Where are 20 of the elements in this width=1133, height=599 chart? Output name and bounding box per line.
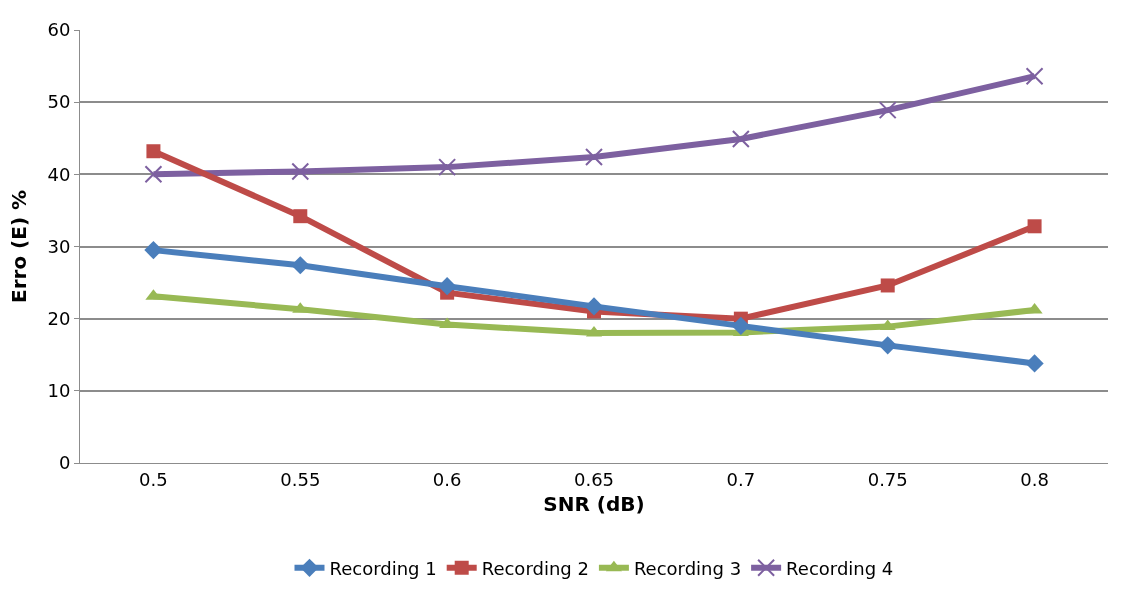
x-tick-label: 0.65 xyxy=(573,468,615,490)
y-tick-label: 20 xyxy=(47,307,71,329)
legend-label: Recording 1 xyxy=(329,557,437,579)
x-tick-label: 0.7 xyxy=(726,468,756,490)
x-tick-label: 0.55 xyxy=(280,468,321,490)
y-tick-label: 0 xyxy=(58,452,71,474)
x-tick-label: 0.5 xyxy=(139,468,168,490)
x-axis-title: SNR (dB) xyxy=(543,492,645,517)
y-tick-label: 40 xyxy=(47,163,71,185)
y-tick-label: 10 xyxy=(47,380,71,402)
y-tick-label: 30 xyxy=(47,235,71,257)
legend-label: Recording 4 xyxy=(786,557,894,579)
x-tick-label: 0.75 xyxy=(867,468,908,490)
legend-label: Recording 2 xyxy=(481,557,589,579)
y-tick-label: 60 xyxy=(47,19,71,41)
x-tick-label: 0.8 xyxy=(1020,468,1049,490)
y-tick-label: 50 xyxy=(47,91,71,113)
y-axis-title: Erro (E) % xyxy=(6,189,31,304)
x-tick-label: 0.6 xyxy=(432,468,462,490)
legend-label: Recording 3 xyxy=(633,557,742,579)
